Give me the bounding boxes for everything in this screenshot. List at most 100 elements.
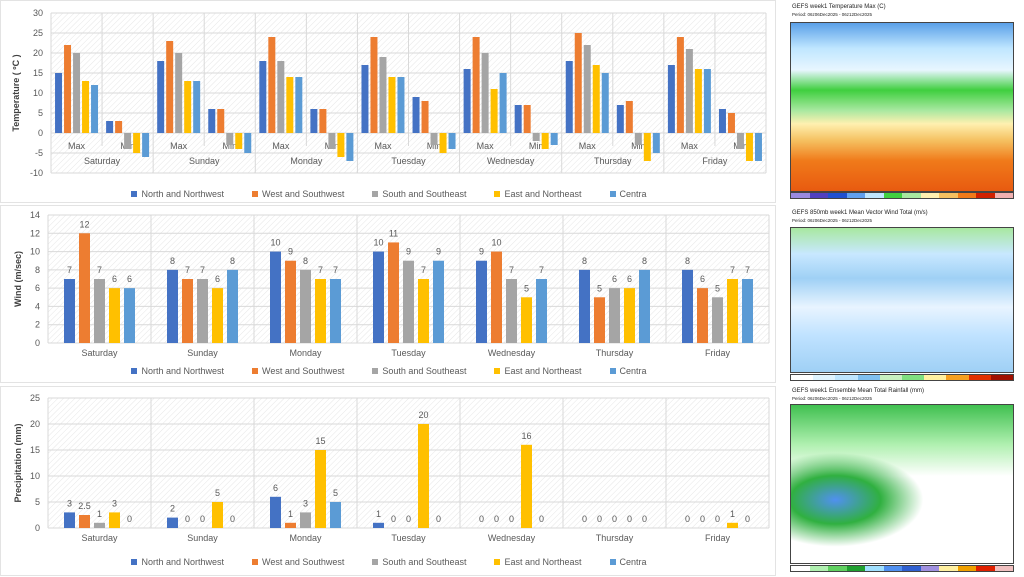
bar-east-and-northeast — [439, 133, 447, 153]
subcategory-label: Min — [222, 141, 237, 151]
data-label: 6 — [215, 274, 220, 284]
legend-swatch — [494, 559, 501, 565]
legend-label: West and Southwest — [262, 557, 345, 567]
legend-swatch — [372, 559, 379, 565]
temperature-map — [790, 22, 1014, 192]
data-label: 15 — [315, 436, 325, 446]
bar-west-and-southwest — [79, 233, 90, 343]
y-tick-label: 15 — [30, 445, 40, 455]
category-label: Thursday — [596, 348, 634, 358]
bar-centra — [639, 269, 650, 343]
data-label: 8 — [642, 256, 647, 266]
bar-north-and-northwest — [616, 105, 624, 133]
legend-label: West and Southwest — [262, 189, 345, 199]
bar-east-and-northeast — [388, 77, 396, 133]
category-label: Wednesday — [487, 156, 535, 166]
data-label: 0 — [406, 514, 411, 524]
legend-label: North and Northwest — [141, 557, 224, 567]
data-label: 7 — [745, 265, 750, 275]
subcategory-label: Max — [477, 141, 495, 151]
legend-label: South and Southeast — [382, 189, 467, 199]
data-label: 0 — [627, 514, 632, 524]
y-tick-label: 4 — [35, 301, 40, 311]
bar-west-and-southwest — [625, 101, 633, 133]
bar-centra — [346, 133, 354, 161]
legend-item: East and Northeast — [494, 366, 582, 376]
legend-item: South and Southeast — [372, 189, 466, 199]
data-label: 9 — [436, 247, 441, 257]
data-label: 6 — [273, 483, 278, 493]
legend-item: Centra — [609, 189, 647, 199]
legend-label: Centra — [619, 189, 647, 199]
bar-north-and-northwest — [476, 260, 487, 343]
y-tick-label: 15 — [33, 68, 43, 78]
bar-centra — [433, 260, 444, 343]
bar-west-and-southwest — [268, 37, 276, 133]
y-tick-label: 0 — [35, 338, 40, 348]
y-tick-label: 12 — [30, 228, 40, 238]
data-label: 7 — [185, 265, 190, 275]
data-label: 0 — [745, 514, 750, 524]
category-label: Sunday — [187, 348, 218, 358]
data-label: 9 — [479, 247, 484, 257]
bar-centra — [227, 269, 238, 343]
bar-north-and-northwest — [259, 61, 267, 133]
legend-item: West and Southwest — [252, 366, 344, 376]
data-label: 0 — [700, 514, 705, 524]
legend-swatch — [372, 368, 379, 374]
data-label: 5 — [524, 283, 529, 293]
category-label: Sunday — [187, 533, 218, 543]
category-label: Saturday — [81, 533, 118, 543]
data-label: 6 — [112, 274, 117, 284]
bar-centra — [742, 279, 753, 343]
legend-label: East and Northeast — [504, 557, 582, 567]
category-label: Friday — [705, 348, 731, 358]
bar-north-and-northwest — [361, 65, 369, 133]
bar-east-and-northeast — [212, 502, 223, 528]
category-label: Tuesday — [391, 533, 426, 543]
data-label: 0 — [642, 514, 647, 524]
subcategory-label: Max — [272, 141, 290, 151]
temperature-chart: -10 -5 0 5 10 15 20 25 30 Temperature ( ºC ) Satur… — [0, 0, 776, 203]
legend-item: North and Northwest — [131, 366, 224, 376]
legend-item: South and Southeast — [372, 366, 466, 376]
bar-west-and-southwest — [676, 37, 684, 133]
bar-west-and-southwest — [285, 522, 296, 528]
bar-east-and-northeast — [624, 288, 635, 343]
bar-south-and-southeast — [300, 269, 311, 343]
temperature-map-period: Period: 06z06Dec2025 - 06z12Dec2025 — [792, 12, 873, 17]
legend-swatch — [131, 368, 138, 374]
y-tick-label: -5 — [35, 148, 43, 158]
legend-item: East and Northeast — [494, 189, 582, 199]
legend-item: North and Northwest — [131, 189, 224, 199]
subcategory-label: Max — [68, 141, 86, 151]
y-tick-label: 2 — [35, 320, 40, 330]
data-label: 7 — [333, 265, 338, 275]
bar-south-and-southeast — [73, 53, 81, 133]
y-tick-label: 10 — [30, 471, 40, 481]
subcategory-label: Max — [579, 141, 597, 151]
data-label: 5 — [715, 283, 720, 293]
data-label: 0 — [391, 514, 396, 524]
subcategory-label: Min — [529, 141, 544, 151]
wind-map — [790, 227, 1014, 373]
legend-label: North and Northwest — [141, 366, 224, 376]
temperature-chart-svg: -10 -5 0 5 10 15 20 25 30 Temperature ( ºC ) Satur… — [11, 8, 767, 178]
data-label: 0 — [509, 514, 514, 524]
bar-west-and-southwest — [727, 113, 735, 133]
bar-north-and-northwest — [167, 517, 178, 528]
subcategory-label: Max — [681, 141, 699, 151]
bar-south-and-southeast — [197, 279, 208, 343]
forecast-maps: GEFS week1 Temperature Max (C) Period: 0… — [780, 0, 1024, 576]
subcategory-label: Max — [374, 141, 392, 151]
bar-east-and-northeast — [315, 279, 326, 343]
bar-south-and-southeast — [94, 279, 105, 343]
bar-north-and-northwest — [463, 69, 471, 133]
data-label: 6 — [127, 274, 132, 284]
wind-colorbar — [790, 374, 1014, 381]
data-label: 3 — [67, 498, 72, 508]
legend-label: West and Southwest — [262, 366, 345, 376]
legend-label: East and Northeast — [504, 189, 582, 199]
data-label: 12 — [79, 219, 89, 229]
